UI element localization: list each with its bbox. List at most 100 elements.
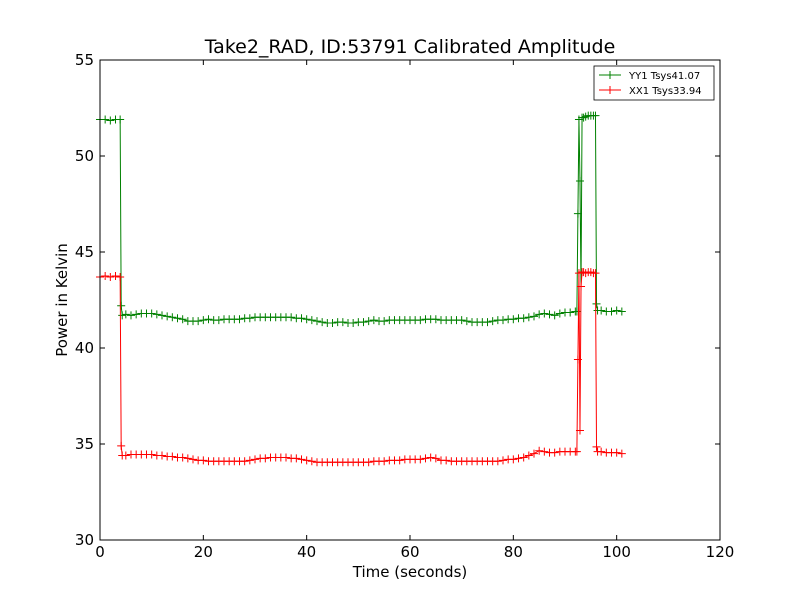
data-point-marker: [178, 453, 187, 462]
x-tick-label: 100: [602, 543, 631, 561]
data-point-marker: [292, 454, 301, 463]
x-tick-label: 80: [504, 543, 523, 561]
data-point-marker: [106, 272, 115, 281]
plot-area: 0 20 40 60 80 100 120 30 35 40 45 50 55: [75, 51, 734, 561]
data-point-marker: [117, 441, 126, 450]
data-point-marker: [607, 307, 616, 316]
data-point-marker: [597, 306, 606, 315]
data-point-marker: [359, 318, 368, 327]
data-point-marker: [349, 319, 358, 328]
data-point-marker: [152, 310, 161, 319]
data-point-marker: [579, 113, 588, 122]
data-point-marker: [318, 318, 327, 327]
data-point-marker: [577, 282, 586, 291]
data-point-marker: [147, 309, 156, 318]
legend-box: [593, 65, 715, 101]
data-point-marker: [462, 317, 471, 326]
data-point-marker: [499, 316, 507, 325]
data-point-marker: [519, 314, 528, 323]
y-axis-label: Power in Kelvin: [53, 243, 71, 357]
data-point-marker: [530, 312, 538, 321]
ticks-layer: 0 20 40 60 80 100 120 30 35 40 45 50 55: [75, 51, 734, 561]
data-point-marker: [550, 311, 559, 320]
data-point-marker: [395, 456, 404, 465]
data-point-marker: [116, 272, 125, 281]
data-point-marker: [617, 307, 626, 316]
data-point-marker: [572, 447, 581, 456]
legend-label: XX1 Tsys33.94: [629, 86, 702, 97]
data-point-marker: [106, 116, 115, 125]
y-tick-label: 35: [75, 435, 94, 453]
data-point-marker: [121, 310, 130, 319]
data-point-marker: [117, 301, 126, 310]
data-point-marker: [592, 442, 601, 451]
data-point-marker: [158, 451, 166, 460]
data-point-marker: [416, 455, 425, 464]
legend-swatch-marker: [606, 86, 614, 94]
data-point-marker: [328, 319, 337, 328]
data-point-marker: [519, 453, 528, 462]
y-tick-label: 50: [75, 147, 94, 165]
data-point-marker: [540, 447, 549, 456]
data-point-marker: [101, 272, 110, 280]
data-point-marker: [540, 309, 549, 318]
series-layer: [96, 111, 626, 467]
data-point-marker: [612, 448, 621, 457]
data-point-marker: [302, 456, 311, 465]
data-point-marker: [235, 315, 244, 324]
data-point-marker: [204, 315, 213, 324]
data-point-marker: [245, 314, 254, 323]
data-point-marker: [147, 450, 156, 459]
data-point-marker: [591, 269, 600, 278]
data-point-marker: [499, 456, 507, 465]
data-point-marker: [251, 455, 259, 464]
legend: YY1 Tsys41.07 XX1 Tsys33.94: [593, 65, 715, 101]
data-point-marker: [555, 309, 564, 318]
data-point-marker: [194, 317, 203, 326]
data-point-marker: [132, 310, 141, 319]
data-point-marker: [369, 316, 378, 325]
data-point-marker: [535, 446, 544, 455]
data-point-marker: [493, 457, 502, 466]
data-point-marker: [245, 456, 254, 465]
series-xx1: [96, 268, 626, 467]
x-tick-label: 40: [297, 543, 316, 561]
data-point-marker: [364, 317, 373, 326]
data-point-marker: [545, 310, 554, 319]
data-point-marker: [514, 454, 523, 463]
data-point-marker: [524, 313, 533, 322]
data-point-marker: [573, 209, 582, 218]
data-point-marker: [457, 316, 466, 325]
series-yy1: [96, 111, 626, 328]
data-point-marker: [380, 317, 389, 326]
data-point-marker: [592, 299, 601, 308]
data-point-marker: [483, 318, 492, 327]
legend-label: YY1 Tsys41.07: [628, 71, 700, 82]
data-point-marker: [297, 455, 306, 464]
data-point-marker: [573, 355, 582, 364]
x-tick-label: 0: [95, 543, 105, 561]
data-point-marker: [575, 176, 584, 185]
data-point-marker: [509, 315, 518, 324]
data-point-marker: [127, 311, 135, 320]
y-tick-label: 45: [75, 243, 94, 261]
data-point-marker: [168, 452, 177, 461]
data-point-marker: [121, 451, 130, 460]
data-point-marker: [158, 311, 166, 320]
data-point-marker: [178, 315, 187, 324]
data-point-marker: [261, 454, 270, 463]
data-point-marker: [163, 312, 172, 321]
data-point-marker: [168, 313, 177, 322]
chart-title: Take2_RAD, ID:53791 Calibrated Amplitude: [204, 36, 616, 58]
legend-items: YY1 Tsys41.07 XX1 Tsys33.94: [599, 71, 702, 97]
legend-swatch-marker: [606, 71, 614, 79]
data-point-marker: [488, 317, 497, 326]
data-point-marker: [566, 308, 575, 317]
data-point-marker: [111, 272, 120, 280]
x-tick-label: 120: [706, 543, 735, 561]
data-point-marker: [509, 455, 518, 464]
y-tick-label: 55: [75, 51, 94, 69]
data-point-marker: [535, 310, 544, 319]
data-point-marker: [575, 426, 584, 435]
data-point-marker: [431, 454, 440, 463]
